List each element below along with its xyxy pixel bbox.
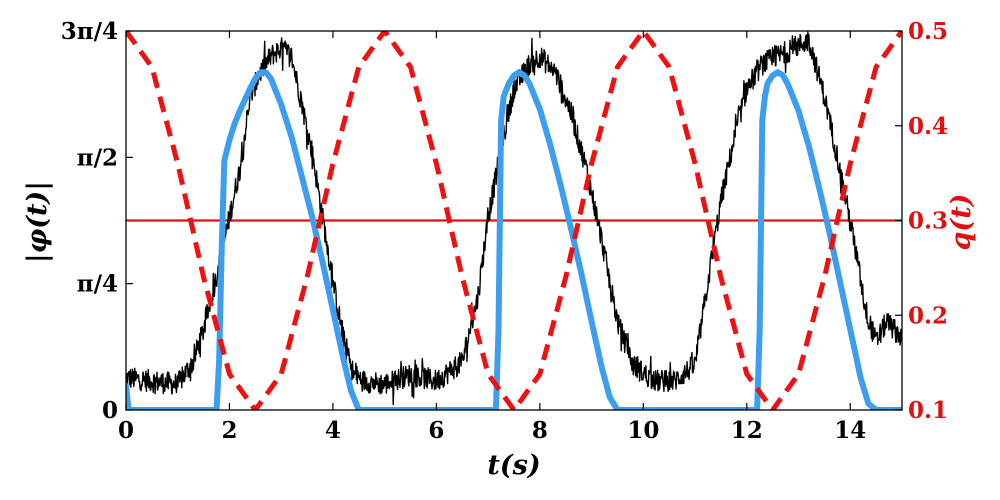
y-left-tick-label: 0: [102, 397, 118, 424]
y-axis-right-title: q(t): [946, 194, 977, 251]
y-right-tick-label: 0.4: [908, 113, 948, 140]
y-axis-left-title: |φ(t)|: [22, 181, 53, 263]
x-tick-label: 8: [532, 417, 548, 444]
ticks-layer: 0 2 4 6 8 10 12 14 0 π/4 π/2 3π/4 0.1 0.2 0.3 0.4 0.5: [61, 18, 948, 444]
y-right-tick-label: 0.2: [908, 302, 948, 329]
x-tick-label: 4: [325, 417, 341, 444]
x-tick-label: 10: [627, 417, 659, 444]
x-tick-label: 2: [221, 417, 237, 444]
y-left-tick-label: π/2: [77, 144, 118, 171]
y-right-tick-label: 0.5: [908, 18, 948, 45]
y-left-tick-label: π/4: [77, 271, 118, 298]
x-tick-label: 14: [834, 417, 866, 444]
series-layer: [126, 31, 902, 410]
y-right-tick-label: 0.1: [908, 397, 948, 424]
y-right-tick-label: 0.3: [908, 208, 948, 235]
x-tick-label: 6: [428, 417, 444, 444]
x-tick-label: 0: [118, 417, 134, 444]
x-axis-title: t(s): [487, 450, 540, 481]
series-model-phi: [126, 69, 902, 410]
x-tick-label: 12: [731, 417, 763, 444]
y-left-tick-label: 3π/4: [61, 18, 118, 45]
